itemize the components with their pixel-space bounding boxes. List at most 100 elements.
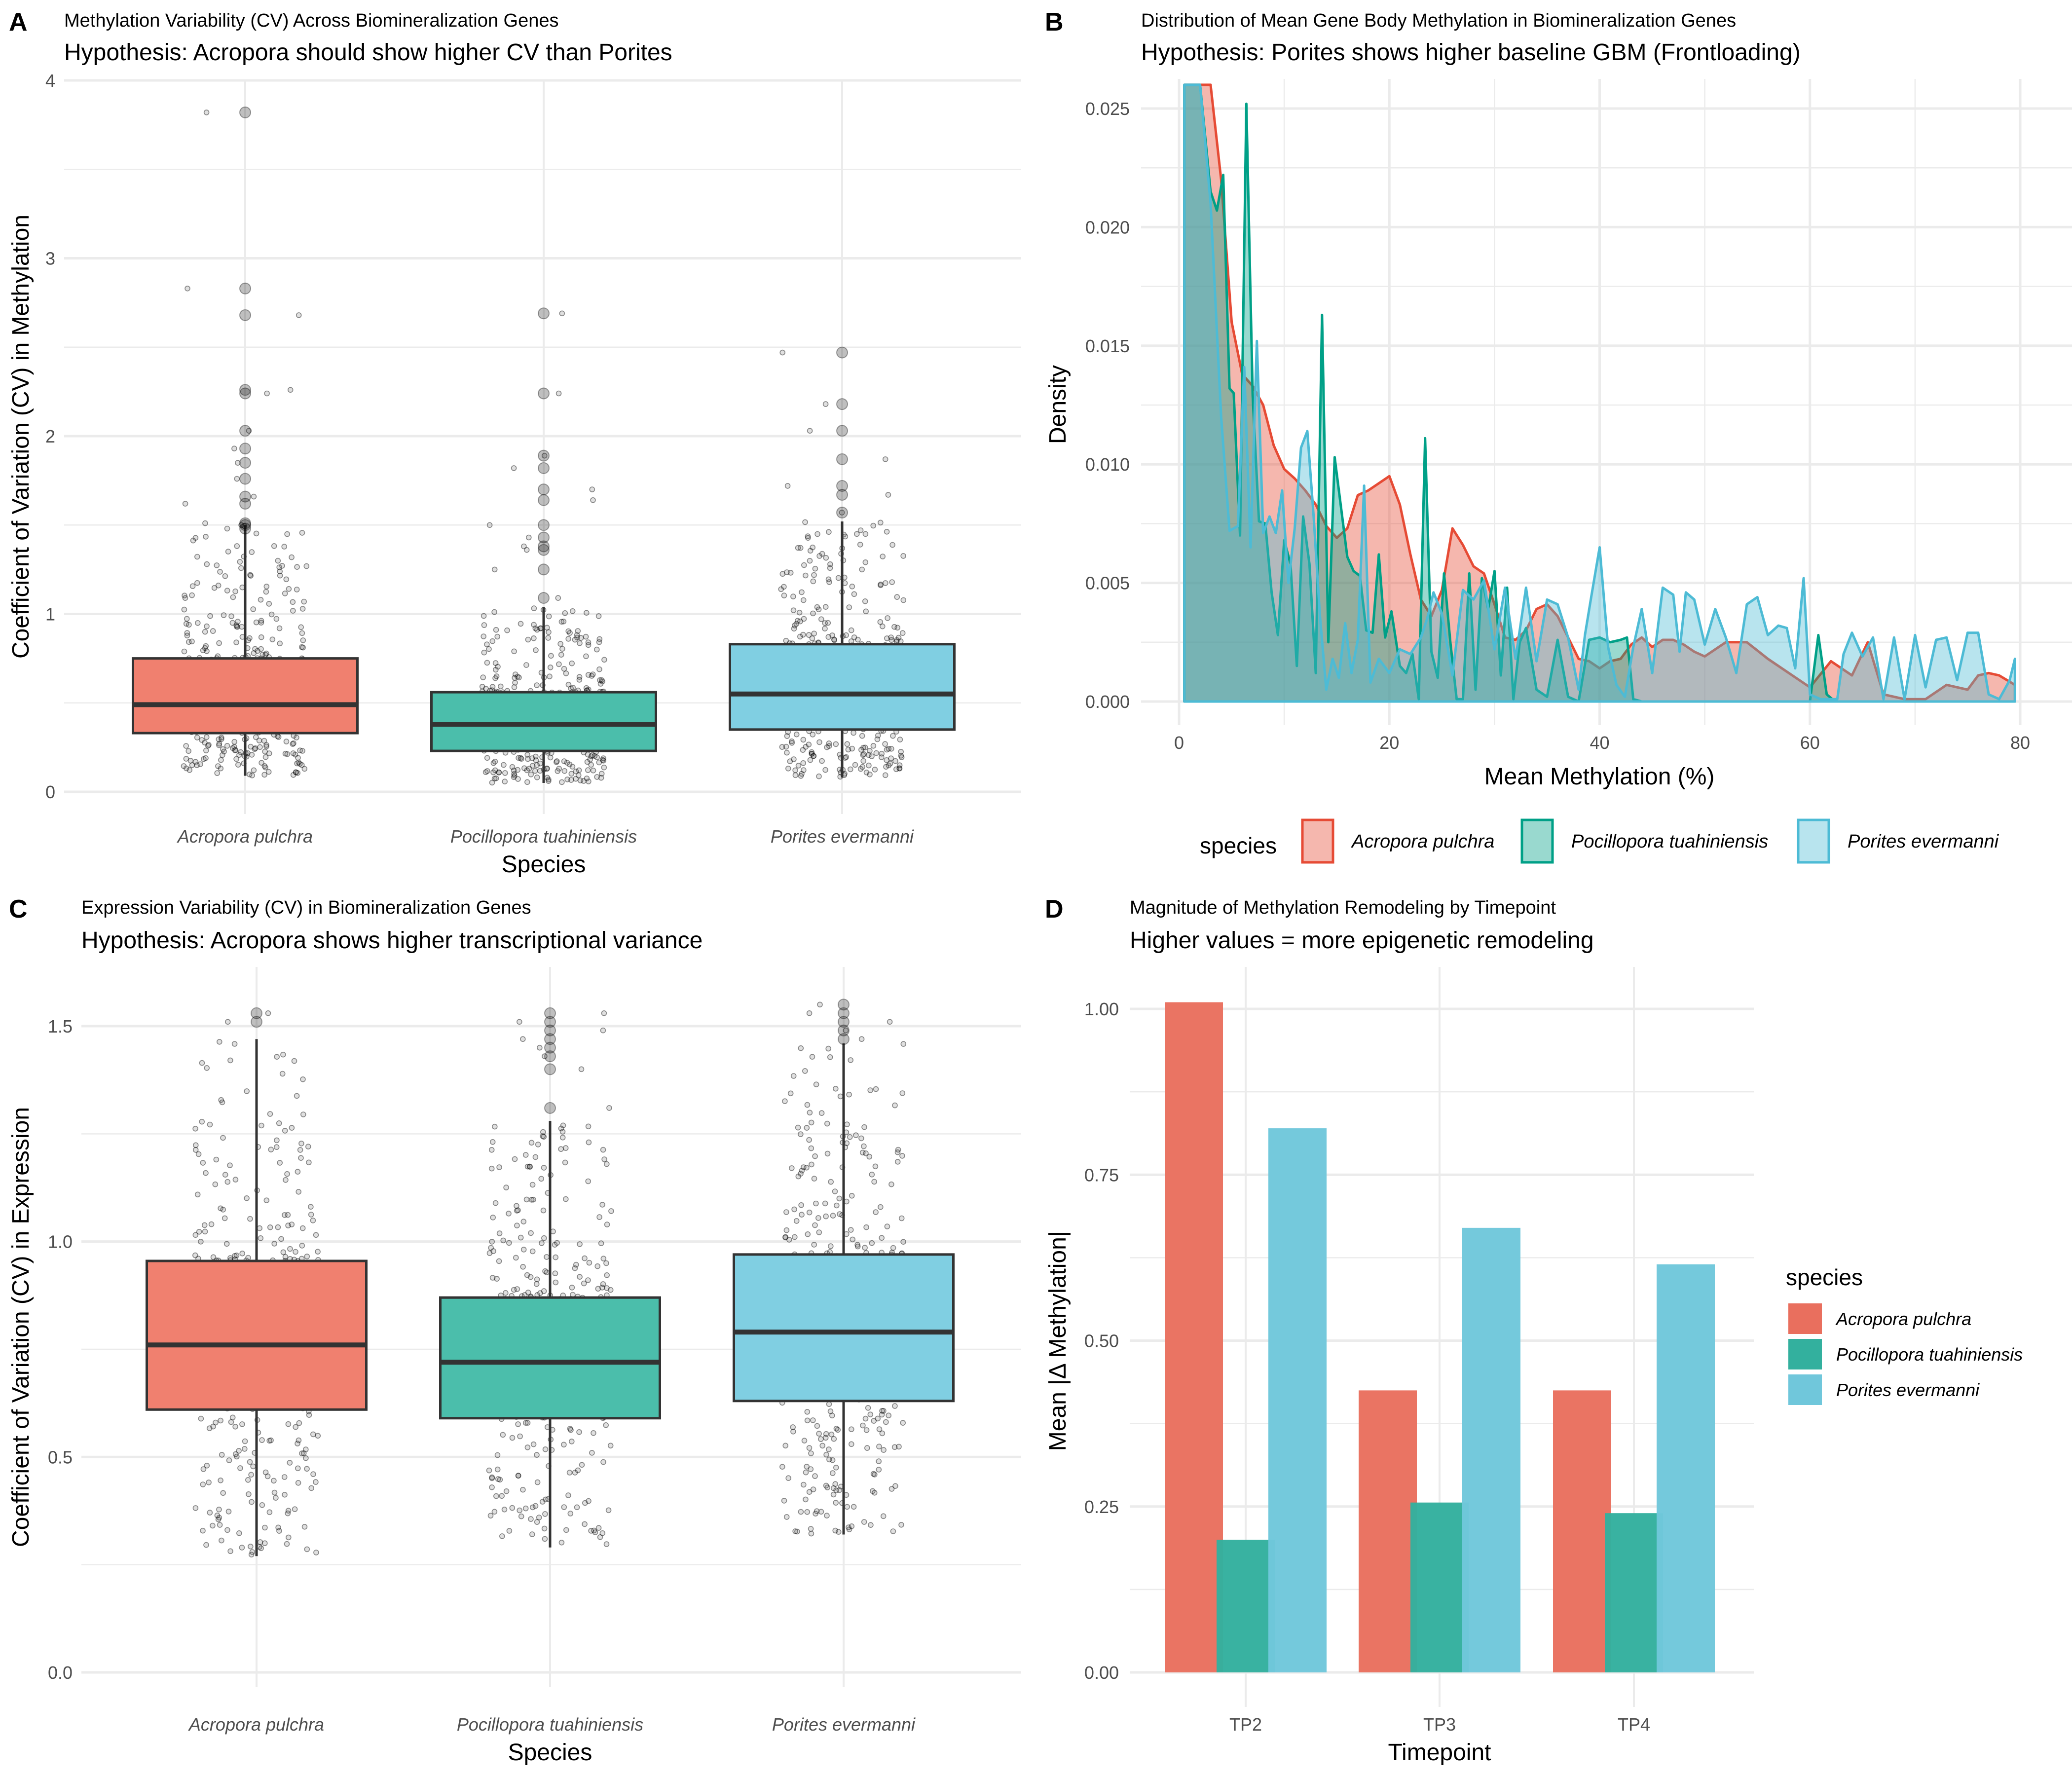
jitter-point <box>298 1141 304 1147</box>
jitter-point <box>186 622 192 628</box>
jitter-point <box>565 1492 571 1498</box>
jitter-point <box>274 1137 280 1144</box>
jitter-point <box>583 685 590 691</box>
jitter-point <box>558 652 564 658</box>
box-iqr <box>146 1259 368 1411</box>
outlier-point <box>538 307 550 320</box>
jitter-point <box>898 1522 904 1528</box>
jitter-point <box>285 1534 292 1541</box>
jitter-point <box>563 670 569 676</box>
jitter-point <box>556 766 562 772</box>
jitter-point <box>255 648 260 654</box>
panel-c-x-axis-title: Species <box>508 1739 592 1766</box>
jitter-point <box>873 750 880 756</box>
jitter-point <box>489 779 495 786</box>
panel-letter-b: B <box>1045 8 1064 37</box>
jitter-point <box>207 613 213 619</box>
jitter-point <box>804 1102 811 1108</box>
jitter-point <box>229 620 236 626</box>
jitter-point <box>481 633 487 639</box>
jitter-point <box>229 1414 236 1421</box>
panel-a: A Methylation Variability (CV) Across Bi… <box>8 8 1021 878</box>
panel-letter-a: A <box>9 8 28 37</box>
jitter-point <box>867 1087 873 1093</box>
jitter-point <box>489 1475 495 1481</box>
jitter-point <box>304 1546 310 1553</box>
jitter-point <box>532 1154 539 1160</box>
jitter-point <box>515 1421 521 1427</box>
jitter-point <box>265 769 272 775</box>
jitter-point <box>784 749 790 756</box>
jitter-point <box>529 1531 535 1537</box>
x-tick-label: Pocillopora tuahiniensis <box>450 826 637 847</box>
jitter-point <box>848 627 854 633</box>
jitter-point <box>486 1467 492 1474</box>
panel-c-title: Expression Variability (CV) in Biominera… <box>81 897 531 918</box>
jitter-point <box>839 510 845 516</box>
legend-swatch <box>1301 818 1334 864</box>
jitter-point <box>787 570 794 576</box>
jitter-point <box>800 597 807 603</box>
jitter-point <box>886 762 892 769</box>
jitter-point <box>537 1290 543 1296</box>
jitter-point <box>276 625 283 631</box>
jitter-point <box>596 636 603 642</box>
jitter-point <box>299 1450 305 1456</box>
jitter-point <box>585 639 592 645</box>
outlier-point <box>836 346 848 359</box>
jitter-point <box>546 629 552 635</box>
jitter-point <box>804 1417 811 1424</box>
jitter-point <box>284 1171 290 1177</box>
jitter-point <box>844 1504 850 1510</box>
jitter-point <box>558 1540 565 1546</box>
jitter-point <box>599 1285 605 1291</box>
jitter-point <box>271 543 277 549</box>
jitter-point <box>547 665 554 670</box>
jitter-point <box>568 777 574 783</box>
jitter-point <box>810 610 816 617</box>
jitter-point <box>299 606 306 612</box>
jitter-point <box>246 1491 252 1497</box>
jitter-point <box>489 638 496 644</box>
jitter-point <box>528 772 534 777</box>
jitter-point <box>882 772 888 778</box>
jitter-point <box>310 1431 316 1438</box>
jitter-point <box>514 1222 520 1228</box>
jitter-point <box>250 606 257 612</box>
jitter-point <box>495 664 501 670</box>
jitter-point <box>825 634 832 640</box>
jitter-point <box>233 756 239 762</box>
jitter-point <box>491 566 498 573</box>
jitter-point <box>224 525 230 532</box>
jitter-point <box>896 1443 902 1450</box>
jitter-point <box>247 572 253 578</box>
jitter-point <box>561 768 568 774</box>
jitter-point <box>499 1493 505 1499</box>
jitter-point <box>828 1179 834 1185</box>
jitter-point <box>600 1256 607 1261</box>
legend-key-acropora: Acropora pulchra <box>1788 1303 1971 1334</box>
jitter-point <box>806 1137 812 1143</box>
jitter-point <box>803 1469 809 1476</box>
jitter-point <box>290 599 296 605</box>
legend-key-porites: Porites evermanni <box>1788 1374 1980 1405</box>
jitter-point <box>224 588 230 593</box>
jitter-point <box>266 601 272 607</box>
jitter-point <box>804 1409 811 1415</box>
jitter-point <box>523 1196 530 1203</box>
jitter-point <box>488 1245 494 1251</box>
panel-a-subtitle: Hypothesis: Acropora should show higher … <box>64 39 672 66</box>
jitter-point <box>869 1240 875 1246</box>
jitter-point <box>811 753 817 759</box>
jitter-point <box>835 1529 842 1535</box>
jitter-point <box>815 1215 821 1221</box>
jitter-point <box>249 549 255 555</box>
jitter-point <box>876 1458 882 1464</box>
jitter-point <box>252 745 259 751</box>
jitter-point <box>525 756 531 762</box>
jitter-point <box>813 1200 819 1207</box>
jitter-point <box>241 1446 248 1452</box>
jitter-point <box>487 1513 494 1519</box>
jitter-point <box>796 609 803 616</box>
jitter-point <box>559 646 565 652</box>
